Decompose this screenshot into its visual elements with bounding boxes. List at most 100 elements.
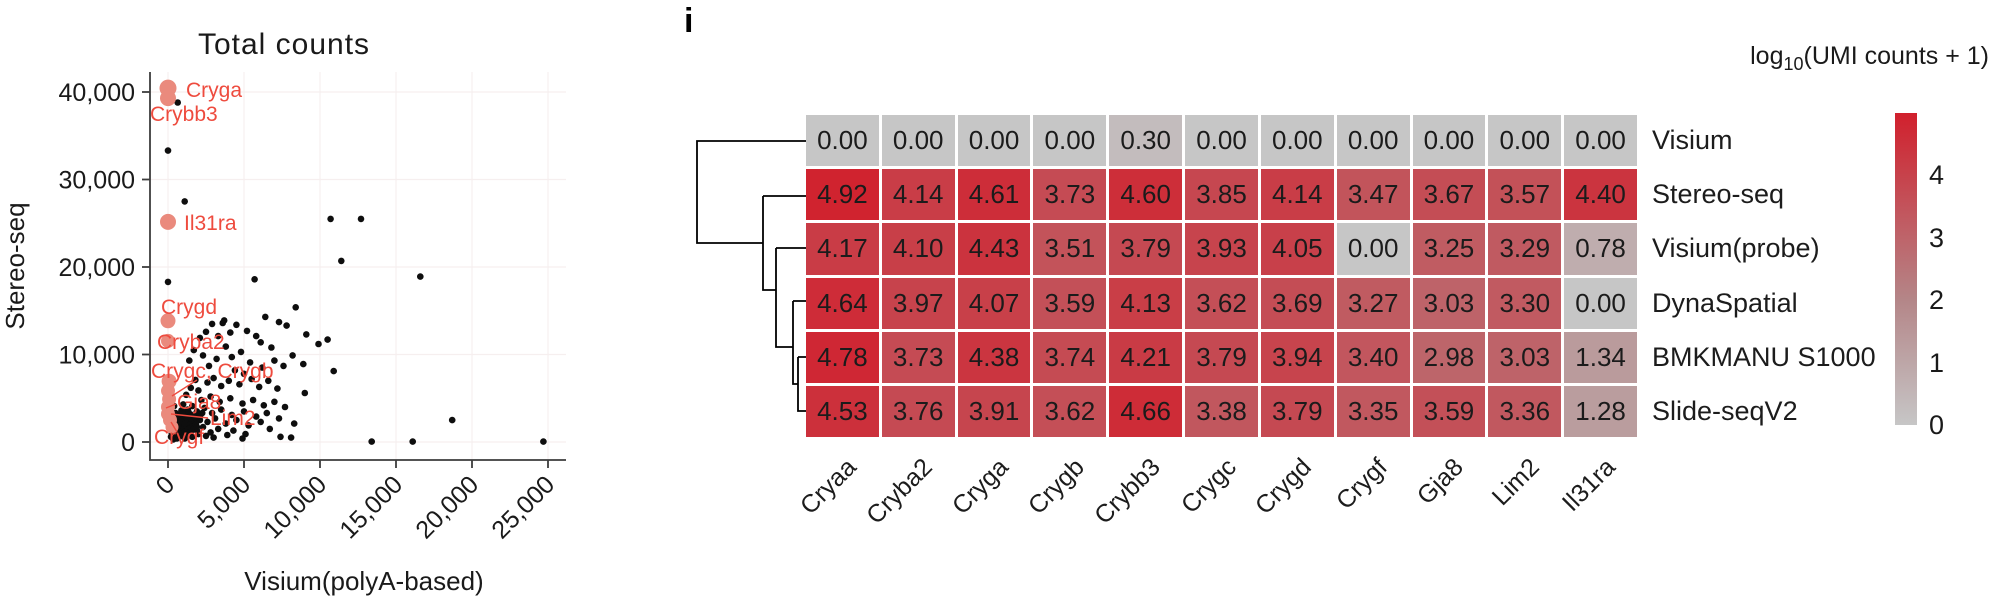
heatmap-cell-BMKMANU S1000-Cryga: 4.38 xyxy=(957,331,1031,383)
scatter-point xyxy=(258,364,266,371)
gene-label: Il31ra xyxy=(184,212,237,235)
chart-title: Total counts xyxy=(198,28,370,61)
scatter-point xyxy=(233,321,240,329)
heatmap-cell-Visium(probe)-Crygf: 0.00 xyxy=(1336,223,1410,275)
scatter-point xyxy=(266,425,274,433)
scatter-point xyxy=(280,362,287,370)
panel-label: i xyxy=(684,2,694,40)
leader-line xyxy=(165,403,177,409)
dendrogram-lines xyxy=(696,140,806,412)
heatmap-cell-Visium(probe)-Gja8: 3.25 xyxy=(1412,223,1486,275)
scatter-point xyxy=(181,420,188,427)
highlight-point-crygd xyxy=(160,313,176,329)
y-tick-label: 30,000 xyxy=(59,166,135,194)
leader-line xyxy=(170,421,178,433)
scatter-point xyxy=(262,313,269,321)
scatter-point xyxy=(204,379,211,386)
heatmap-cell-DynaSpatial-Crygf: 3.27 xyxy=(1336,277,1410,329)
colorbar-gradient xyxy=(1895,113,1917,425)
scatter-point xyxy=(228,411,236,419)
scatter-point xyxy=(239,400,246,407)
gene-label: Cryga xyxy=(186,79,242,102)
scatter-point xyxy=(195,387,202,394)
scatter-point xyxy=(237,348,245,356)
heatmap-cell-BMKMANU S1000-Crygf: 3.40 xyxy=(1336,331,1410,383)
scatter-point xyxy=(233,416,240,424)
heatmap-cell-Stereo-seq-Il31ra: 4.40 xyxy=(1564,169,1637,221)
colorbar-title-rest: (UMI counts + 1) xyxy=(1803,42,1989,70)
scatter-point xyxy=(187,384,195,392)
heatmap-row-label: Slide-seqV2 xyxy=(1652,395,1798,426)
gene-label: Gja8 xyxy=(177,391,221,414)
scatter-point xyxy=(275,415,283,422)
scatter-point xyxy=(164,147,172,154)
scatter-point xyxy=(204,418,211,426)
heatmap-cell-Stereo-seq-Cryaa: 4.92 xyxy=(806,169,879,221)
heatmap-cell-Stereo-seq-Crybb3: 4.60 xyxy=(1109,169,1183,221)
heatmap-cell-Visium(probe)-Il31ra: 0.78 xyxy=(1564,223,1637,275)
heatmap-cell-Visium-Crygf: 0.00 xyxy=(1336,115,1410,167)
heatmap-grid: 0.00 0.00 0.00 0.00 0.30 0.00 0.00 0.00 0.00 0.00… xyxy=(806,115,1637,437)
heatmap-cell-Stereo-seq-Gja8: 3.67 xyxy=(1412,169,1486,221)
heatmap-cell-BMKMANU S1000-Crybb3: 4.21 xyxy=(1109,331,1183,383)
scatter-point xyxy=(255,383,263,391)
scatter-point xyxy=(289,352,296,359)
scatter-point xyxy=(281,403,289,411)
scatter-point xyxy=(240,370,248,378)
scatter-point xyxy=(417,273,424,280)
heatmap-cell-Visium(probe)-Lim2: 3.29 xyxy=(1488,223,1562,275)
scatter-point xyxy=(214,425,222,433)
highlight-point-crybb3 xyxy=(160,90,176,107)
scatter-point xyxy=(207,393,214,400)
heatmap-cell-Stereo-seq-Crygc: 3.85 xyxy=(1185,169,1258,221)
scatter-point xyxy=(301,389,309,397)
scatter-point xyxy=(240,408,248,415)
scatter-point xyxy=(242,430,249,438)
scatter-point xyxy=(227,329,234,336)
scatter-point xyxy=(257,418,265,426)
highlight-point-il31ra xyxy=(160,213,176,230)
scatter-point xyxy=(186,357,193,364)
scatter-point xyxy=(214,332,222,340)
scatter-point xyxy=(208,320,216,328)
heatmap-cell-Stereo-seq-Crygd: 4.14 xyxy=(1260,169,1334,221)
colorbar-tick-label: 3 xyxy=(1929,223,1945,253)
scatter-point xyxy=(222,343,230,350)
scatter-point xyxy=(217,406,225,413)
x-tick-label: 0 xyxy=(151,470,181,500)
heatmap-cell-Slide-seqV2-Cryaa: 4.53 xyxy=(806,385,879,437)
scatter-point xyxy=(222,420,230,427)
scatter-point xyxy=(199,352,207,359)
scatter-point xyxy=(207,429,214,436)
scatter-point xyxy=(210,374,217,382)
gene-label: Lim2 xyxy=(210,407,256,430)
scatter-point xyxy=(277,433,284,441)
heatmap-cell-Slide-seqV2-Lim2: 3.36 xyxy=(1488,385,1562,437)
scatter-point xyxy=(330,367,338,375)
heatmap-cell-Visium-Cryba2: 0.00 xyxy=(881,115,955,167)
heatmap-cell-BMKMANU S1000-Crygd: 3.94 xyxy=(1260,331,1334,383)
x-tick-label: 25,000 xyxy=(486,470,560,544)
scatter-point xyxy=(208,409,216,417)
heatmap-cell-Visium-Crygb: 0.00 xyxy=(1033,115,1107,167)
gene-label: Cryba2 xyxy=(157,331,225,354)
gene-label: Crygf xyxy=(154,426,204,449)
x-tick-label: 10,000 xyxy=(258,470,332,544)
scatter-point xyxy=(216,398,223,406)
scatter-point xyxy=(275,318,283,326)
scatter-point xyxy=(300,360,307,368)
scatter-point xyxy=(189,402,196,410)
heatmap-cell-Slide-seqV2-Crygf: 3.35 xyxy=(1336,385,1410,437)
scatter-point xyxy=(193,423,201,431)
scatter-point xyxy=(248,375,255,383)
heatmap-cell-DynaSpatial-Crygb: 3.59 xyxy=(1033,277,1107,329)
scatter-point xyxy=(231,367,239,374)
heatmap-cell-Stereo-seq-Crygf: 3.47 xyxy=(1336,169,1410,221)
scatter-point xyxy=(246,359,254,366)
scatter-point xyxy=(211,415,219,422)
scatter-point xyxy=(167,433,175,441)
y-tick-label: 40,000 xyxy=(59,79,135,107)
scatter-point xyxy=(263,409,271,417)
scatter-point xyxy=(257,339,265,346)
y-tick-label: 0 xyxy=(121,429,135,457)
